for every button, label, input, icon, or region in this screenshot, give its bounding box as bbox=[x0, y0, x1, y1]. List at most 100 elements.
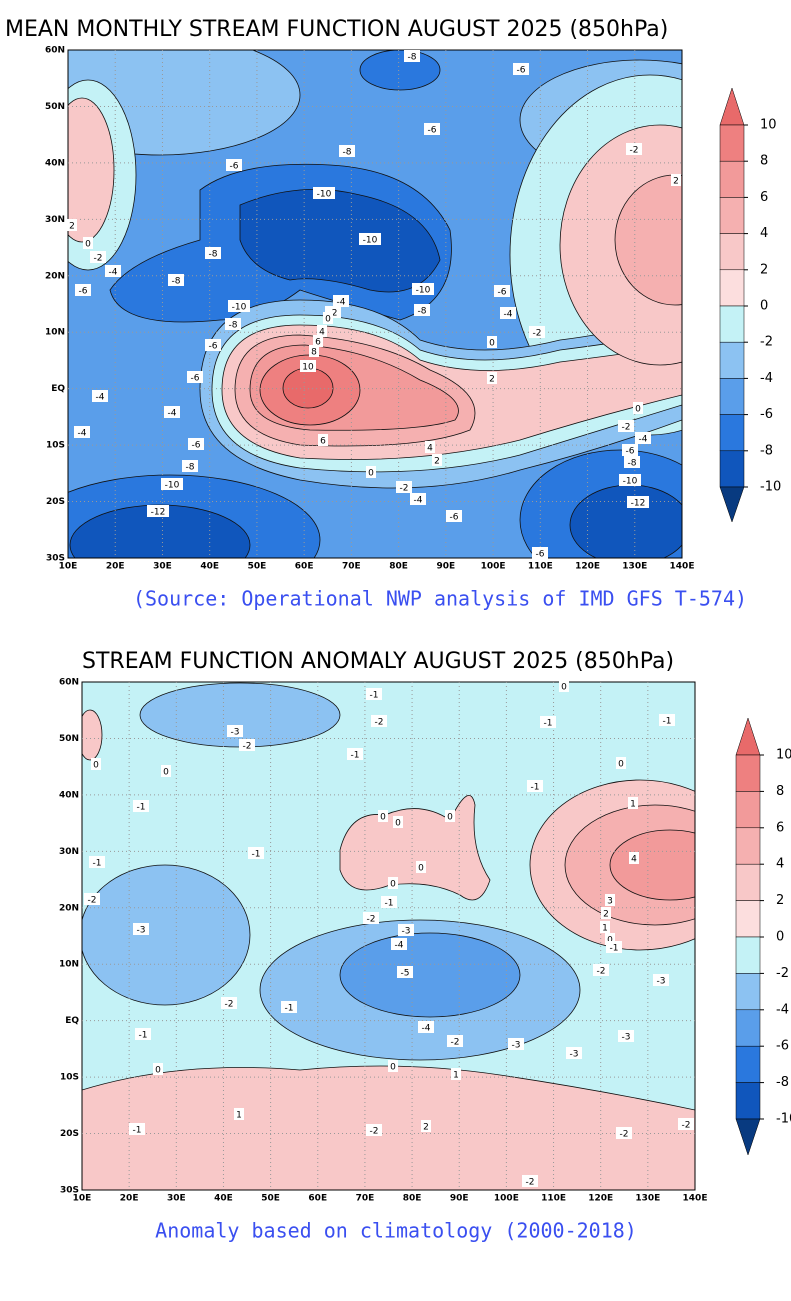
contour-label-box bbox=[234, 1108, 244, 1120]
contour-label: 2 bbox=[434, 457, 440, 467]
x-tick-label: 120E bbox=[588, 1194, 613, 1204]
map-frame bbox=[67, 49, 683, 559]
contour-label: -2 bbox=[630, 146, 639, 156]
x-tick-label: 80E bbox=[389, 562, 408, 572]
contour-label-box bbox=[671, 174, 681, 186]
contour-label: 1 bbox=[236, 1111, 242, 1121]
contour-label-box bbox=[187, 371, 203, 383]
contour-label-box bbox=[105, 265, 121, 277]
contour-label-box bbox=[606, 941, 622, 953]
colorbar-label: -6 bbox=[776, 1039, 789, 1054]
contour-label-box bbox=[227, 725, 243, 737]
contour-label: 4 bbox=[319, 328, 325, 338]
contour-label: -2 bbox=[88, 896, 97, 906]
colorbar-label: 10 bbox=[776, 748, 791, 763]
contour-label-box bbox=[616, 1127, 632, 1139]
contour-label-box bbox=[313, 335, 323, 347]
contour-label: -2 bbox=[94, 254, 103, 264]
colorbar-label: 2 bbox=[760, 262, 768, 277]
map-frame bbox=[81, 681, 696, 1191]
contour-label: 2 bbox=[603, 910, 609, 920]
x-tick-label: 80E bbox=[403, 1194, 422, 1204]
contour-label-box bbox=[412, 283, 434, 295]
contour-label-box bbox=[393, 816, 403, 828]
contour-label-box bbox=[347, 748, 363, 760]
contour-label-box bbox=[363, 912, 379, 924]
contour-label-box bbox=[153, 1063, 163, 1075]
colorbar-band bbox=[735, 754, 761, 792]
contour-label: -8 bbox=[408, 53, 417, 63]
y-tick-label: 10S bbox=[60, 1073, 79, 1083]
contour-label: 3 bbox=[607, 897, 613, 907]
contour-label: 2 bbox=[673, 177, 679, 187]
contour-label-box bbox=[618, 420, 634, 432]
contour-label: -2 bbox=[622, 423, 631, 433]
contour-label-box bbox=[424, 123, 440, 135]
contour-label: 0 bbox=[635, 405, 641, 415]
contour-label: 0 bbox=[489, 339, 495, 349]
contour-label: -5 bbox=[401, 969, 410, 979]
x-tick-label: 50E bbox=[261, 1194, 280, 1204]
contour-label: -6 bbox=[209, 342, 218, 352]
contour-label-box bbox=[239, 739, 255, 751]
contour-label: -1 bbox=[663, 717, 672, 727]
colorbar-band bbox=[735, 1082, 761, 1120]
contour-label-box bbox=[339, 145, 355, 157]
contour-label-box bbox=[522, 1175, 538, 1187]
contour-label: -3 bbox=[231, 728, 240, 738]
contour-label: -2 bbox=[225, 1000, 234, 1010]
x-tick-label: 120E bbox=[575, 562, 600, 572]
colorbar-label: -4 bbox=[776, 1002, 789, 1017]
contour-label: -2 bbox=[375, 718, 384, 728]
colorbar-arrow bbox=[735, 717, 761, 756]
contour-label: -1 bbox=[285, 1004, 294, 1014]
contour-label: -8 bbox=[628, 459, 637, 469]
contour-label: 0 bbox=[395, 819, 401, 829]
contour-label-box bbox=[605, 933, 615, 945]
contour-label: -8 bbox=[418, 307, 427, 317]
colorbar-band bbox=[719, 269, 745, 307]
x-tick-label: 40E bbox=[214, 1194, 233, 1204]
contour-label-box bbox=[161, 765, 171, 777]
contour-label: 0 bbox=[93, 761, 99, 771]
contour-label-box bbox=[84, 893, 100, 905]
contour-label: -1 bbox=[133, 1126, 142, 1136]
contour-label: 6 bbox=[320, 437, 326, 447]
colorbar-label: -2 bbox=[776, 966, 789, 981]
contour-label-box bbox=[391, 938, 407, 950]
contour-label-box bbox=[205, 339, 221, 351]
field bbox=[82, 709, 103, 761]
contour-label-box bbox=[622, 444, 638, 456]
contour-label-box bbox=[626, 143, 642, 155]
contour-label: -3 bbox=[657, 977, 666, 987]
contour-label: 6 bbox=[315, 338, 321, 348]
contour-label-box bbox=[323, 312, 333, 324]
contour-label: -10 bbox=[232, 303, 247, 313]
x-tick-label: 60E bbox=[295, 562, 314, 572]
x-tick-label: 130E bbox=[622, 562, 647, 572]
contour-label: -2 bbox=[370, 1127, 379, 1137]
contour-label-box bbox=[366, 688, 382, 700]
contour-label: -6 bbox=[79, 287, 88, 297]
contour-label-box bbox=[494, 285, 510, 297]
contour-label-box bbox=[133, 923, 149, 935]
contour-label: -6 bbox=[498, 288, 507, 298]
contour-label-box bbox=[404, 50, 420, 62]
contour-label: -1 bbox=[610, 944, 619, 954]
contour-label-box bbox=[205, 247, 221, 259]
contour-label-box bbox=[678, 1118, 694, 1130]
colorbar-band bbox=[719, 233, 745, 271]
colorbar-band bbox=[719, 341, 745, 379]
contour-label-box bbox=[135, 1028, 151, 1040]
contour-label-box bbox=[381, 896, 397, 908]
contour-label-box bbox=[281, 1001, 297, 1013]
y-tick-label: EQ bbox=[51, 384, 65, 394]
contour-label: -2 bbox=[620, 1130, 629, 1140]
contour-label-box bbox=[513, 63, 529, 75]
contour-label-box bbox=[188, 438, 204, 450]
colorbar-band bbox=[735, 973, 761, 1011]
contour-label-box bbox=[633, 402, 643, 414]
contour-label-box bbox=[605, 894, 615, 906]
contour-label: 0 bbox=[155, 1066, 161, 1076]
